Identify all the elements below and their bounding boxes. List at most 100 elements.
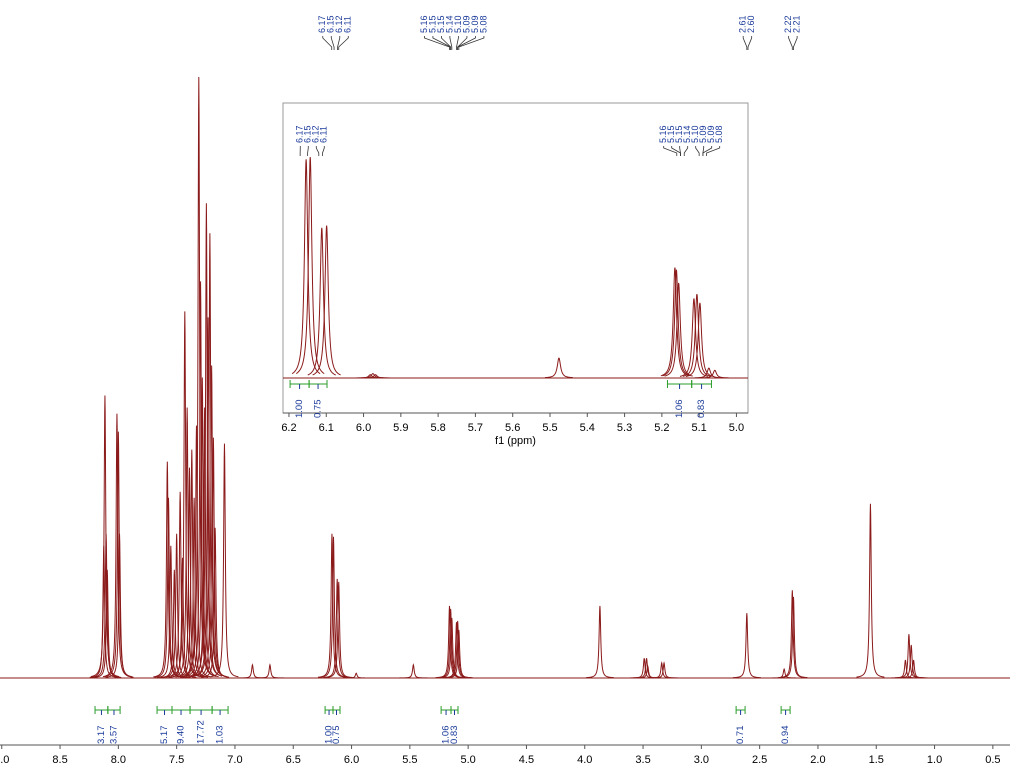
peak <box>694 367 723 379</box>
peak <box>90 395 120 678</box>
x-tick-label: 3.5 <box>635 754 650 766</box>
peak-label: 6.17 <box>317 15 327 33</box>
peak <box>342 672 371 679</box>
peak-label-bracket <box>679 146 681 156</box>
peak <box>291 159 321 375</box>
integral-label: 9.40 <box>176 726 187 745</box>
peak-label: 5.09 <box>461 15 471 33</box>
x-tick-label: 3.0 <box>694 754 709 766</box>
peak-label: 5.10 <box>690 125 700 143</box>
peak-label: 2.21 <box>792 15 802 33</box>
peak <box>319 536 348 678</box>
peak-label: 5.10 <box>453 15 463 33</box>
peak <box>312 225 341 376</box>
x-tick-label: 5.5 <box>542 422 557 434</box>
integral-label: 1.03 <box>215 726 226 745</box>
peak <box>307 227 336 376</box>
x-tick-label: 5.4 <box>580 422 595 434</box>
x-tick-label: 9.0 <box>0 754 9 766</box>
integral-label: 17.72 <box>196 720 207 744</box>
peak-label-bracket <box>424 36 450 50</box>
peak <box>700 369 729 379</box>
peak-label: 2.22 <box>783 15 793 33</box>
integral-label: 0.94 <box>780 726 791 745</box>
peak <box>899 659 928 679</box>
x-tick-label: 5.5 <box>402 754 417 766</box>
integral-label: 1.06 <box>674 400 685 419</box>
peak <box>856 503 885 678</box>
peak-label-bracket <box>322 36 333 50</box>
peak-label-bracket <box>663 146 678 156</box>
peak-label-bracket <box>441 36 452 50</box>
peak-label-bracket <box>330 36 335 50</box>
integral-label: 0.75 <box>331 726 342 745</box>
integral-label: 1.00 <box>324 726 335 745</box>
peak <box>210 443 239 678</box>
peak-label: 6.12 <box>311 125 321 143</box>
peak-label: 2.61 <box>738 15 748 33</box>
x-tick-label: 6.2 <box>281 422 296 434</box>
x-tick-label: 7.5 <box>169 754 184 766</box>
peak <box>104 431 133 678</box>
x-tick-label: 5.8 <box>430 422 445 434</box>
peak <box>685 302 715 377</box>
x-tick-label: 2.0 <box>810 754 825 766</box>
inset-frame <box>282 102 749 414</box>
peak-label: 5.09 <box>470 15 480 33</box>
x-tick-label: 2.5 <box>752 754 767 766</box>
peak <box>779 596 808 679</box>
x-tick-label: 5.3 <box>617 422 632 434</box>
integral-label: 0.71 <box>735 726 746 745</box>
integral-label: 0.83 <box>449 726 460 745</box>
integral-label: 1.06 <box>441 726 452 745</box>
x-tick-label: 1.5 <box>869 754 884 766</box>
peak <box>188 377 217 677</box>
peak <box>544 357 573 379</box>
x-tick-label: 7.0 <box>227 754 242 766</box>
x-tick-label: 4.0 <box>577 754 592 766</box>
x-tick-label: 5.9 <box>393 422 408 434</box>
integral-label: 3.57 <box>108 726 119 745</box>
peak <box>255 663 284 679</box>
peak <box>585 605 614 679</box>
integral-label: 1.00 <box>294 400 305 419</box>
peak <box>162 533 191 678</box>
peak <box>105 533 134 678</box>
integral-label: 0.83 <box>696 400 707 419</box>
x-tick-label: 5.6 <box>505 422 520 434</box>
integral-label: 5.17 <box>159 726 170 745</box>
peak-label: 5.08 <box>478 15 488 33</box>
peak <box>93 569 122 678</box>
peak-label-bracket <box>706 146 721 156</box>
peak-label-bracket <box>315 146 320 156</box>
integral-label: 0.75 <box>313 400 324 419</box>
peak-label-bracket <box>307 146 309 156</box>
peak-label-bracket <box>683 146 689 156</box>
peak <box>182 425 211 678</box>
peak-label: 6.12 <box>334 15 344 33</box>
peak-label: 6.15 <box>326 15 336 33</box>
x-tick-label: 5.0 <box>461 754 476 766</box>
x-tick-label: 5.1 <box>692 422 707 434</box>
peak-label-bracket <box>793 36 798 50</box>
peak <box>324 581 353 679</box>
peak-label-bracket <box>747 36 753 50</box>
peak-label: 5.15 <box>666 125 676 143</box>
peak <box>650 661 679 679</box>
x-tick-label: 8.0 <box>111 754 126 766</box>
peak-label: 5.15 <box>436 15 446 33</box>
peak-label: 5.14 <box>682 125 692 143</box>
peak <box>770 667 799 679</box>
peak-label: 6.17 <box>295 125 305 143</box>
peak <box>361 374 390 379</box>
x-tick-label: 5.7 <box>468 422 483 434</box>
x-tick-label: 4.5 <box>519 754 534 766</box>
peak-label-bracket <box>788 36 793 50</box>
inset-spectrum: 6.2 6.1 6.0 5.9 5.8 5.7 5.6 5.5 5.4 5.3 5.2 5.1 5.0 f… <box>281 102 749 447</box>
main-spectrum: 9.0 8.5 8.0 7.5 7.0 6.5 6.0 5.5 5.0 4.5 4.0 3.5 3.0 2… <box>0 15 1010 766</box>
peak-label: 5.16 <box>658 125 668 143</box>
peak-label: 5.15 <box>674 125 684 143</box>
peak-label-bracket <box>449 36 453 50</box>
peak-label: 6.15 <box>303 125 313 143</box>
